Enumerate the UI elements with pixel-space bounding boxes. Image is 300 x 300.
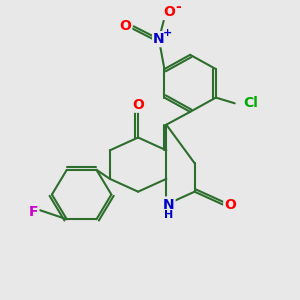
Text: Cl: Cl: [244, 96, 259, 110]
Text: O: O: [224, 197, 236, 212]
Text: N: N: [163, 197, 175, 212]
Text: O: O: [132, 98, 144, 112]
Text: F: F: [29, 205, 38, 219]
Text: +: +: [163, 28, 172, 38]
Text: N: N: [153, 32, 165, 46]
Text: O: O: [119, 19, 131, 33]
Text: -: -: [176, 0, 181, 14]
Text: H: H: [164, 210, 173, 220]
Text: O: O: [164, 5, 175, 19]
